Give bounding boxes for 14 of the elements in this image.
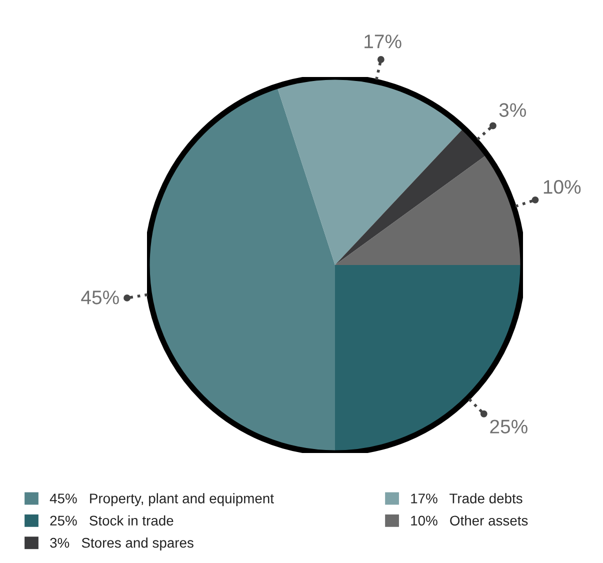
legend-label: 3% Stores and spares [50, 538, 194, 550]
data-label: 25% [490, 420, 528, 434]
pie-slice [276, 77, 464, 265]
legend-label: 45% Property, plant and equipment [50, 493, 274, 506]
data-label: 17% [364, 34, 402, 48]
data-label: 3% [499, 103, 526, 117]
pie-slice [335, 154, 523, 265]
legend-label: 10% Other assets [411, 515, 528, 526]
data-label: 45% [81, 290, 119, 304]
pie-slice [335, 128, 488, 265]
legend-label: 17% Trade debts [411, 493, 522, 504]
data-label: 10% [544, 180, 581, 194]
legend-label: 25% Stock in trade [50, 515, 174, 526]
pie-slice [147, 86, 335, 453]
